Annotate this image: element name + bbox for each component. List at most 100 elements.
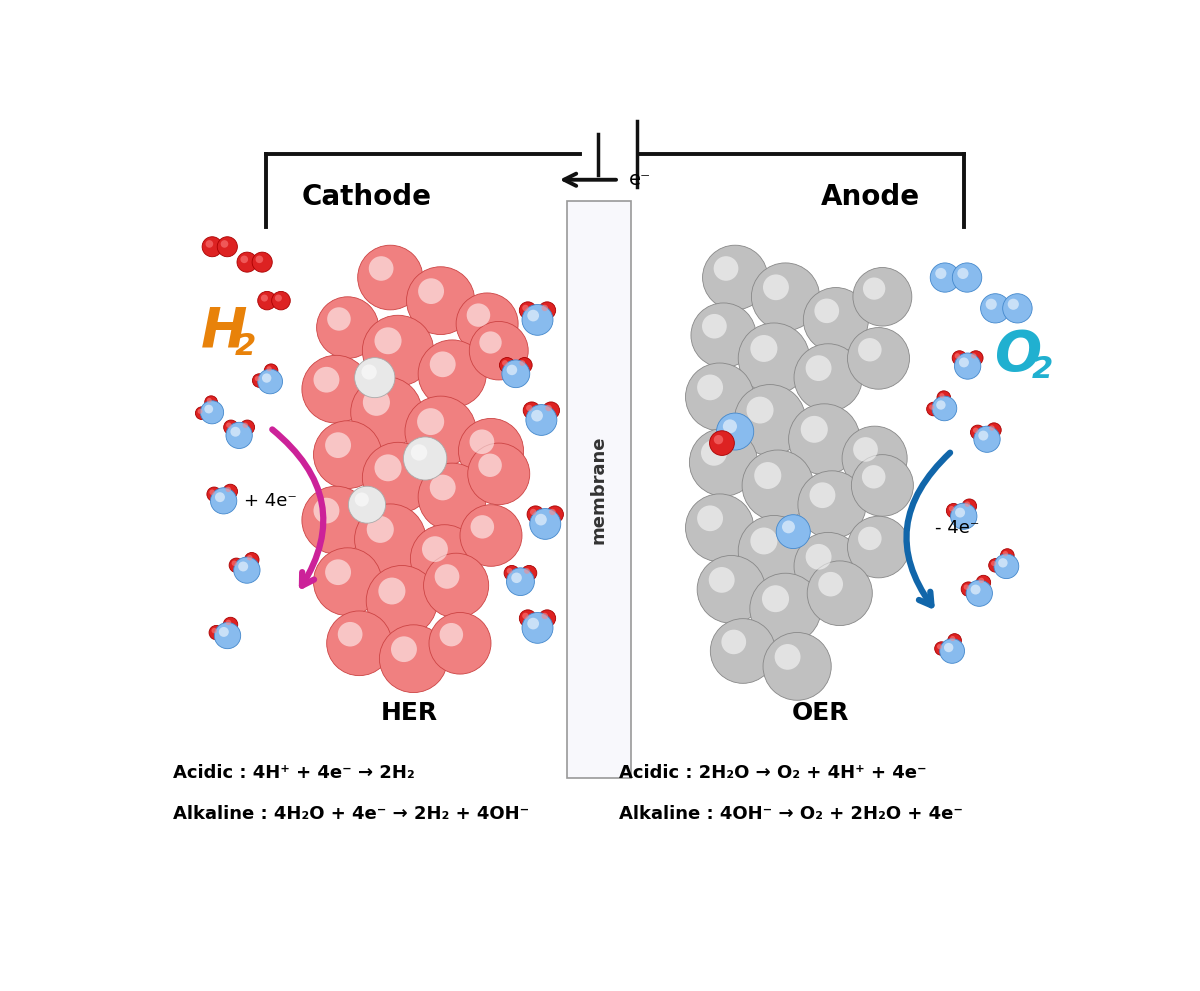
Circle shape [952,351,967,365]
Circle shape [710,618,775,684]
Circle shape [337,622,362,646]
Circle shape [362,388,390,416]
Text: HER: HER [382,701,438,724]
Circle shape [709,431,734,456]
Circle shape [302,356,370,423]
Circle shape [940,393,944,398]
Circle shape [964,585,970,590]
Circle shape [966,580,992,606]
Circle shape [721,629,746,654]
Circle shape [240,256,248,264]
Circle shape [697,505,724,531]
Circle shape [302,487,370,554]
Circle shape [950,503,977,529]
Circle shape [847,516,910,578]
Circle shape [366,566,438,636]
Circle shape [524,568,530,574]
Circle shape [374,454,402,482]
Text: H: H [200,304,247,359]
Circle shape [962,498,977,513]
Circle shape [458,418,523,484]
Circle shape [424,553,488,617]
Circle shape [532,410,542,421]
Circle shape [522,612,529,619]
Circle shape [526,404,557,435]
Text: e⁻: e⁻ [629,170,652,189]
Circle shape [803,287,869,352]
Circle shape [734,385,805,456]
Circle shape [958,268,968,279]
Text: 2: 2 [1032,356,1054,385]
Circle shape [989,425,995,431]
Circle shape [460,504,522,566]
Circle shape [430,612,491,674]
Circle shape [358,245,422,310]
Circle shape [355,493,368,506]
Circle shape [313,421,382,489]
Circle shape [1003,551,1008,556]
Circle shape [810,483,835,508]
Circle shape [368,257,394,280]
Circle shape [980,293,1010,323]
Circle shape [520,302,536,319]
Circle shape [701,440,727,466]
Circle shape [947,503,961,518]
Circle shape [350,377,422,448]
Text: + 4e⁻: + 4e⁻ [244,492,296,509]
Circle shape [260,294,268,301]
Circle shape [313,367,340,392]
Circle shape [418,340,486,407]
Circle shape [955,507,965,517]
Circle shape [763,275,788,300]
Circle shape [798,471,866,538]
Circle shape [750,335,778,362]
Circle shape [326,610,391,676]
Circle shape [755,462,781,489]
Circle shape [738,323,810,393]
Circle shape [325,559,352,585]
Circle shape [523,402,540,419]
Circle shape [410,444,427,461]
Circle shape [467,303,491,327]
Circle shape [206,487,221,501]
Circle shape [863,277,886,299]
Circle shape [522,304,529,311]
Circle shape [550,508,556,515]
Circle shape [750,573,821,644]
Circle shape [805,356,832,381]
Circle shape [245,553,259,567]
Circle shape [434,564,460,589]
Circle shape [989,559,1002,572]
Circle shape [506,365,517,376]
Circle shape [971,353,977,359]
Circle shape [258,370,282,393]
Circle shape [205,240,214,248]
Circle shape [776,514,810,549]
Circle shape [439,623,463,646]
Circle shape [430,475,456,500]
Circle shape [842,426,907,491]
Circle shape [226,487,230,493]
Circle shape [940,638,965,663]
Circle shape [959,358,968,368]
Circle shape [788,403,860,475]
Circle shape [511,573,522,583]
Circle shape [221,240,228,248]
Circle shape [1003,293,1032,323]
Circle shape [522,304,553,335]
Circle shape [709,567,734,593]
Circle shape [716,413,754,450]
Circle shape [223,485,238,498]
Circle shape [944,643,953,652]
Circle shape [746,396,774,423]
Circle shape [254,376,260,382]
FancyArrowPatch shape [272,429,323,586]
Circle shape [971,425,985,439]
Circle shape [211,628,217,633]
Circle shape [965,501,970,506]
Circle shape [456,293,518,355]
Circle shape [266,367,271,372]
Circle shape [252,252,272,273]
Circle shape [930,263,960,292]
Circle shape [1008,298,1019,310]
